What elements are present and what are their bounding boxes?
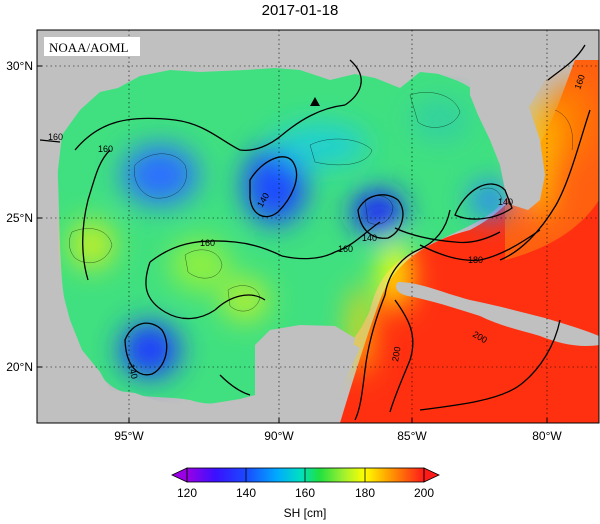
lon-label: 95°W	[114, 429, 144, 443]
yucatan-peninsula	[255, 325, 355, 423]
map-frame	[36, 29, 600, 424]
colorbar-tick: 180	[355, 486, 375, 500]
contour-label: 140	[362, 233, 377, 243]
contour-label: 160	[200, 238, 215, 248]
colorbar-tick: 200	[414, 486, 434, 500]
sea-height-field	[37, 30, 599, 423]
map-title: 2017-01-18	[261, 2, 339, 19]
lon-label: 85°W	[397, 429, 427, 443]
colorbar-tick: 140	[236, 486, 256, 500]
badge-text: NOAA/AOML	[49, 40, 129, 55]
colorbar-tick: 160	[295, 486, 315, 500]
contour-label: 160	[572, 73, 587, 91]
graticule	[37, 30, 599, 423]
lon-label: 90°W	[264, 429, 294, 443]
contour-label: 160	[338, 244, 353, 254]
lat-label: 20°N	[6, 360, 33, 374]
contour-label: 200	[390, 346, 402, 363]
colorbar-tick: 120	[177, 486, 197, 500]
contour-label: 160	[98, 144, 113, 154]
lat-label: 25°N	[6, 211, 33, 225]
contour-label: 160	[48, 132, 63, 142]
lon-label: 80°W	[532, 429, 562, 443]
badge-box	[44, 37, 140, 56]
colorbar-label: SH [cm]	[284, 506, 327, 520]
contour-label: 140	[498, 197, 513, 207]
contour-label: 180	[468, 255, 483, 265]
lat-label: 30°N	[6, 59, 33, 73]
cuba	[396, 282, 599, 346]
colorbar: 120 140 160 180 200 SH [cm]	[171, 467, 440, 520]
florida-peninsula	[470, 78, 545, 210]
station-marker-icon	[310, 97, 320, 106]
contour-lines	[39, 44, 591, 421]
